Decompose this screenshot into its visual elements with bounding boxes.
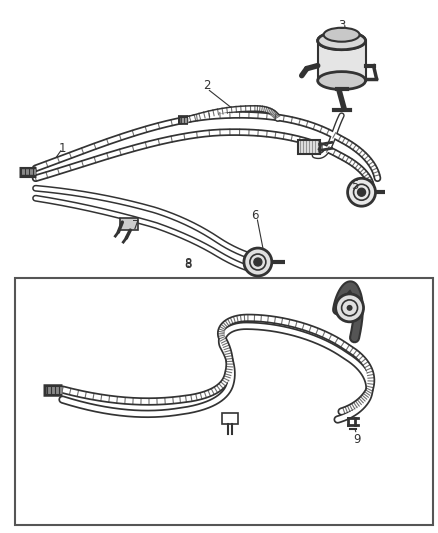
Bar [318, 41, 366, 80]
Text: 7: 7 [131, 219, 139, 232]
Text: 9: 9 [353, 433, 360, 446]
Circle shape [357, 188, 366, 196]
Ellipse shape [318, 71, 366, 90]
Circle shape [254, 258, 262, 266]
Bar [14, 278, 433, 525]
Text: 8: 8 [184, 257, 192, 271]
Text: 4: 4 [316, 142, 323, 155]
Bar [120, 218, 138, 230]
Ellipse shape [318, 32, 366, 50]
Circle shape [346, 305, 353, 311]
Bar [298, 140, 320, 155]
Bar [222, 413, 238, 424]
Text: 2: 2 [203, 79, 211, 92]
Ellipse shape [318, 32, 366, 50]
Circle shape [336, 294, 364, 322]
Text: 1: 1 [59, 142, 66, 155]
Text: 3: 3 [338, 19, 345, 33]
Circle shape [348, 178, 375, 206]
Text: 5: 5 [351, 179, 358, 192]
Text: 8: 8 [184, 256, 192, 270]
Text: 6: 6 [251, 208, 258, 222]
Ellipse shape [324, 28, 360, 42]
Circle shape [244, 248, 272, 276]
